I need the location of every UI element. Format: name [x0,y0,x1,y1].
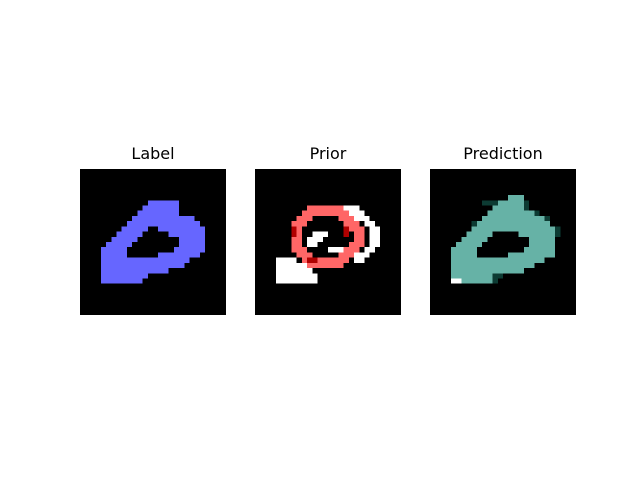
prior-ring-region [291,205,365,269]
label-mask-svg [80,169,226,315]
prediction-dark-edge-region [471,200,561,284]
label-image [80,169,226,315]
label-mask-region [100,200,206,284]
prediction-image [430,169,576,315]
prior-image [255,169,401,315]
label-panel-title: Label [131,144,175,163]
prior-mask-svg [255,169,401,315]
prior-white-region [275,205,381,284]
prediction-panel-title: Prediction [463,144,543,163]
prediction-white-region [450,278,462,284]
prior-panel-title: Prior [309,144,347,163]
prediction-mask-region [450,195,556,284]
prediction-mask-svg [430,169,576,315]
prior-inner-white [307,231,344,253]
prior-dark-red-region [291,226,349,263]
